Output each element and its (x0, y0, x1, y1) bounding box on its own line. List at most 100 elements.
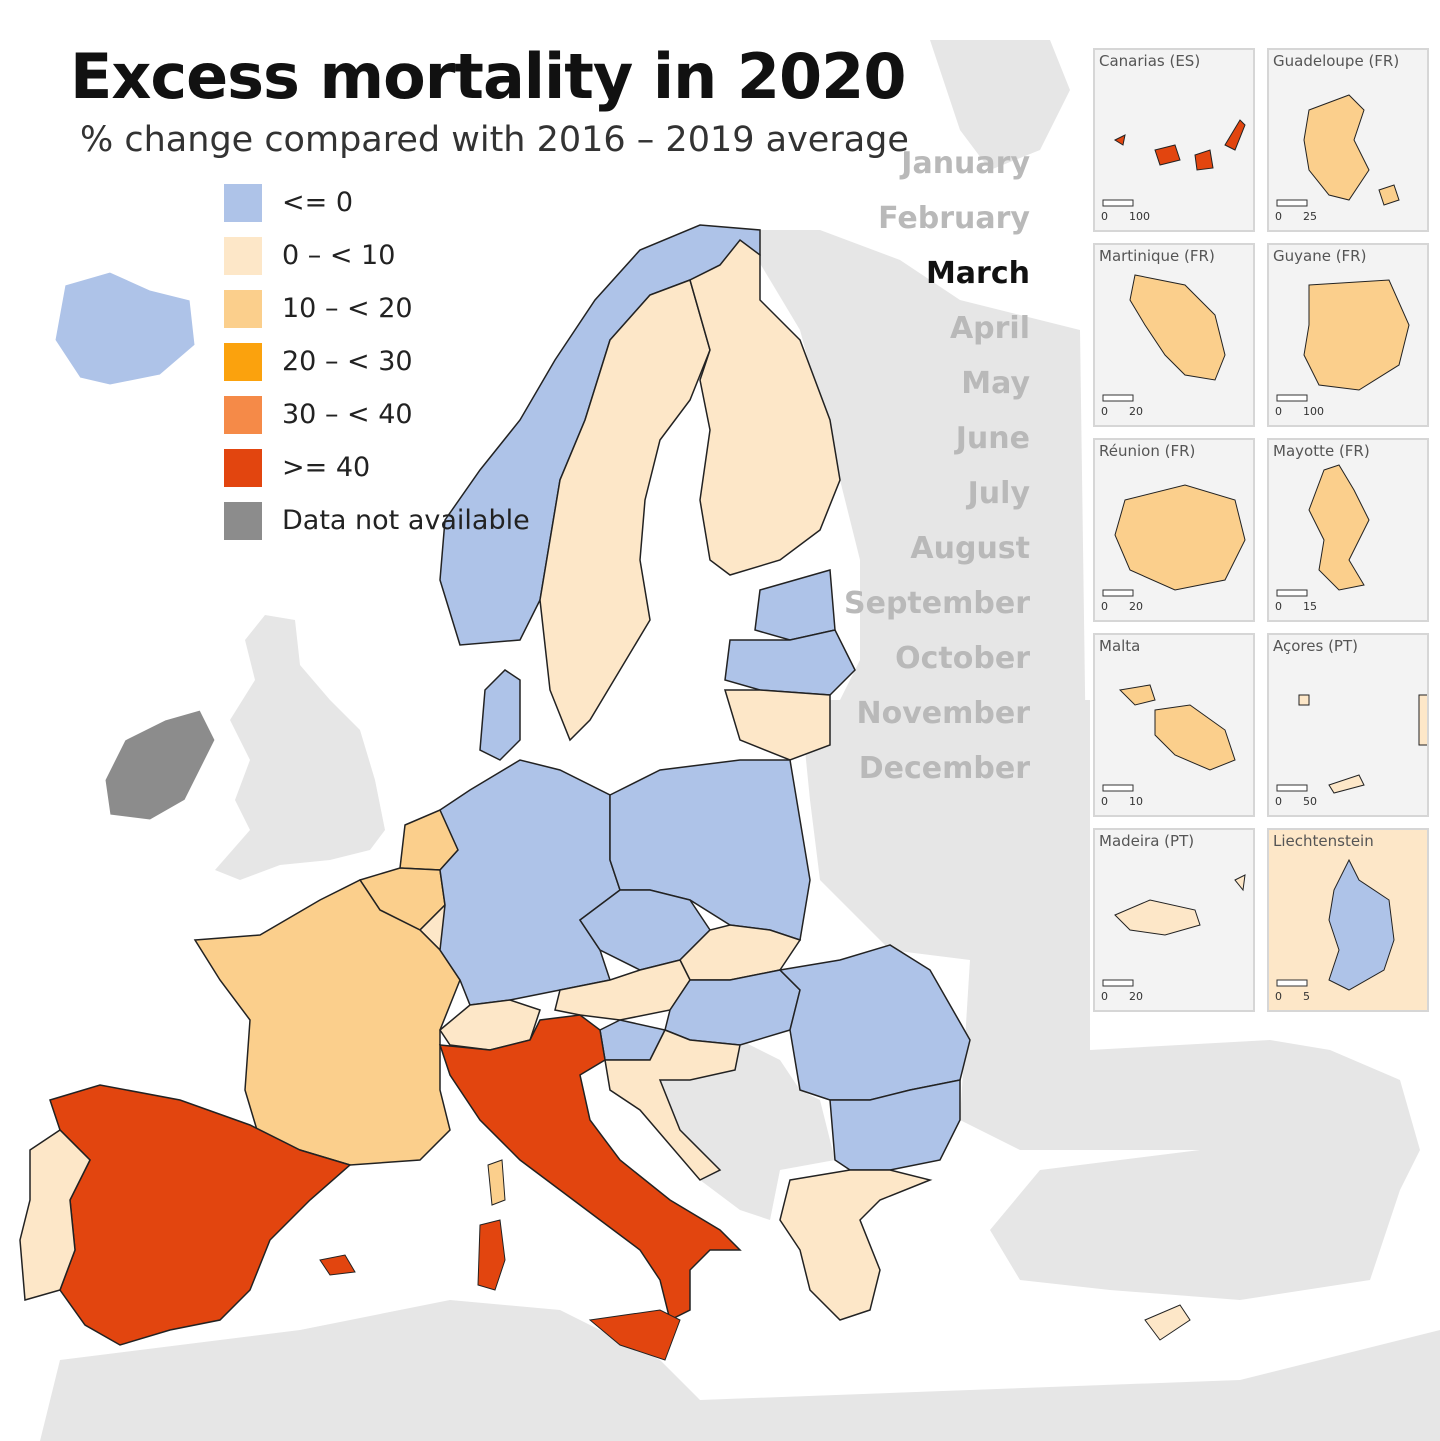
country-sweden (539, 279, 711, 742)
country-croatia (604, 1029, 741, 1181)
country-germany (439, 759, 621, 1006)
inset-map: Guyane (FR) 0 100 (1267, 243, 1429, 427)
inset-label: Açores (PT) (1273, 637, 1358, 655)
inset-map: Liechtenstein 0 5 (1267, 828, 1429, 1012)
inset-label: Madeira (PT) (1099, 832, 1195, 850)
scale-bar-number: 0 (1275, 795, 1282, 808)
inset-shape (1276, 858, 1395, 991)
inset-map: Malta 0 10 (1093, 633, 1255, 817)
inset-shape (1102, 274, 1226, 402)
scale-bar (1276, 979, 1308, 987)
country-latvia (724, 629, 856, 696)
legend-label: 0 – < 10 (282, 240, 396, 271)
inset-label: Canarias (ES) (1099, 52, 1201, 70)
inset-label: Guyane (FR) (1273, 247, 1367, 265)
inset-label: Guadeloupe (FR) (1273, 52, 1400, 70)
inset-map: Canarias (ES) 0 100 (1093, 48, 1255, 232)
legend-item: 30 – < 40 (224, 388, 530, 441)
country-sicily (588, 1309, 681, 1361)
inset-region (1114, 874, 1246, 936)
legend: <= 0 0 – < 10 10 – < 20 20 – < 30 30 – < 40 >… (224, 176, 530, 547)
map-subtitle: % change compared with 2016 – 2019 avera… (80, 120, 909, 160)
scale-bar-number: 0 (1101, 405, 1108, 418)
scale-bar-number: 25 (1303, 210, 1317, 223)
scale-bar (1102, 589, 1134, 597)
month-december[interactable]: December (858, 751, 1030, 786)
inset-shape (1276, 94, 1400, 207)
scale-bar (1276, 589, 1308, 597)
scale-bar-number: 50 (1303, 795, 1317, 808)
scale-bar-number: 10 (1129, 795, 1143, 808)
legend-swatch (224, 395, 262, 434)
inset-region (1303, 279, 1410, 391)
legend-swatch (224, 236, 262, 275)
scale-bar (1102, 979, 1134, 987)
scale-bar-number: 0 (1101, 795, 1108, 808)
inset-map: Guadeloupe (FR) 0 25 (1267, 48, 1429, 232)
scale-bar (1102, 784, 1134, 792)
legend-label: <= 0 (282, 187, 354, 218)
country-portugal (19, 1129, 91, 1301)
legend-item: 10 – < 20 (224, 282, 530, 335)
scale-bar-number: 0 (1101, 210, 1108, 223)
scale-bar-number: 20 (1129, 405, 1143, 418)
scale-bar (1276, 784, 1308, 792)
country-finland (689, 238, 841, 576)
land-north-africa (40, 1300, 1440, 1441)
legend-swatch (224, 342, 262, 381)
legend-item: 20 – < 30 (224, 335, 530, 388)
inset-region (1328, 858, 1395, 991)
land-belarus-ukraine (800, 700, 1330, 1150)
legend-swatch (224, 501, 262, 540)
legend-swatch (224, 289, 262, 328)
month-april[interactable]: April (949, 311, 1030, 346)
country-mallorca (319, 1254, 356, 1276)
country-denmark (479, 669, 521, 761)
month-march[interactable]: March (925, 256, 1030, 291)
inset-shape (1102, 684, 1236, 792)
inset-label: Liechtenstein (1273, 832, 1374, 850)
inset-shape (1102, 484, 1246, 597)
inset-region (1114, 484, 1246, 591)
scale-bar (1102, 199, 1134, 207)
legend-label: 30 – < 40 (282, 399, 413, 430)
inset-region (1308, 464, 1370, 591)
country-italy (438, 1014, 742, 1322)
land-greenland-corner (930, 40, 1070, 170)
inset-region (1113, 119, 1246, 171)
map-title: Excess mortality in 2020 (70, 40, 906, 113)
legend-item: 0 – < 10 (224, 229, 530, 282)
month-october[interactable]: October (895, 641, 1030, 676)
inset-shape (1102, 874, 1246, 987)
country-france (193, 879, 461, 1166)
country-iceland (54, 271, 196, 386)
inset-map: Açores (PT) 0 50 (1267, 633, 1429, 817)
inset-label: Mayotte (FR) (1273, 442, 1370, 460)
month-may[interactable]: May (961, 366, 1030, 401)
month-september[interactable]: September (844, 586, 1030, 621)
scale-bar-number: 20 (1129, 990, 1143, 1003)
month-june[interactable]: June (955, 421, 1030, 456)
land-great-britain (215, 615, 385, 880)
scale-bar-number: 0 (1275, 600, 1282, 613)
inset-label: Réunion (FR) (1099, 442, 1196, 460)
inset-map: Madeira (PT) 0 20 (1093, 828, 1255, 1012)
month-july[interactable]: July (967, 476, 1030, 511)
month-january[interactable]: January (901, 146, 1030, 181)
scale-bar (1276, 394, 1308, 402)
month-february[interactable]: February (878, 201, 1030, 236)
month-november[interactable]: November (856, 696, 1031, 731)
inset-map: Martinique (FR) 0 20 (1093, 243, 1255, 427)
legend-label: 10 – < 20 (282, 293, 413, 324)
scale-bar-number: 0 (1275, 990, 1282, 1003)
inset-shape (1276, 464, 1370, 597)
legend-item: >= 40 (224, 441, 530, 494)
legend-swatch (224, 448, 262, 487)
scale-bar-number: 5 (1303, 990, 1310, 1003)
country-bulgaria (829, 1079, 961, 1171)
country-ireland (104, 709, 216, 821)
scale-bar (1276, 199, 1308, 207)
scale-bar-number: 0 (1101, 990, 1108, 1003)
month-august[interactable]: August (910, 531, 1030, 566)
